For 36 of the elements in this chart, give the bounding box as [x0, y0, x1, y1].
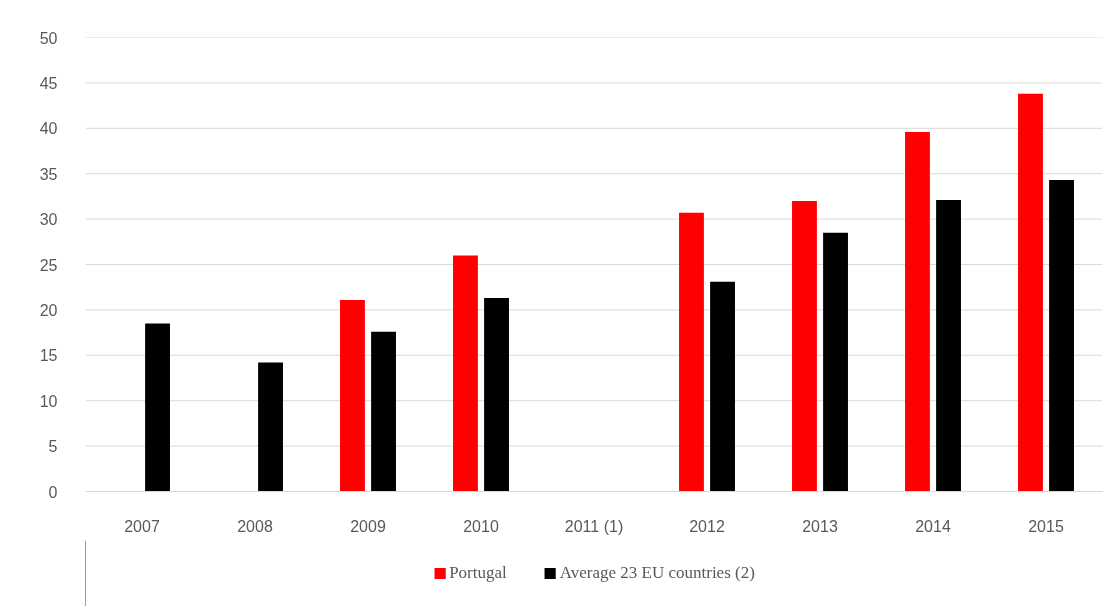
bar — [145, 323, 170, 492]
x-tick-label: 2007 — [124, 517, 160, 535]
x-tick-label: 2013 — [802, 517, 838, 535]
bar — [453, 255, 478, 492]
y-tick-label: 20 — [39, 301, 58, 319]
bar — [936, 200, 961, 492]
x-tick-label: 2014 — [915, 517, 951, 535]
y-tick-label: 30 — [39, 211, 58, 229]
bar — [710, 281, 735, 492]
y-tick-label: 35 — [39, 165, 58, 183]
y-tick-label: 25 — [39, 256, 58, 274]
bar — [371, 331, 396, 492]
bar — [679, 212, 704, 492]
bar — [1049, 180, 1074, 492]
bar — [1018, 93, 1043, 492]
x-tick-label: 2015 — [1028, 517, 1064, 535]
bar — [792, 200, 817, 492]
bar — [484, 298, 509, 492]
y-tick-label: 0 — [48, 483, 58, 501]
bar — [905, 131, 930, 492]
y-tick-label: 50 — [39, 29, 58, 47]
bar — [258, 362, 283, 492]
legend-label: Portugal — [449, 563, 507, 583]
y-tick-label: 5 — [48, 438, 58, 456]
x-tick-label: 2010 — [463, 517, 499, 535]
x-tick-label: 2009 — [350, 517, 386, 535]
x-tick-label: 2012 — [689, 517, 725, 535]
x-tick-label: 2011 (1) — [564, 517, 624, 535]
legend-label: Average 23 EU countries (2) — [559, 563, 755, 583]
y-tick-label: 10 — [39, 392, 58, 410]
y-tick-label: 40 — [39, 120, 58, 138]
y-tick-label: 45 — [39, 74, 58, 92]
bar — [823, 232, 848, 492]
x-tick-label: 2008 — [237, 517, 273, 535]
y-tick-label: 15 — [39, 347, 58, 365]
bar — [340, 299, 365, 492]
